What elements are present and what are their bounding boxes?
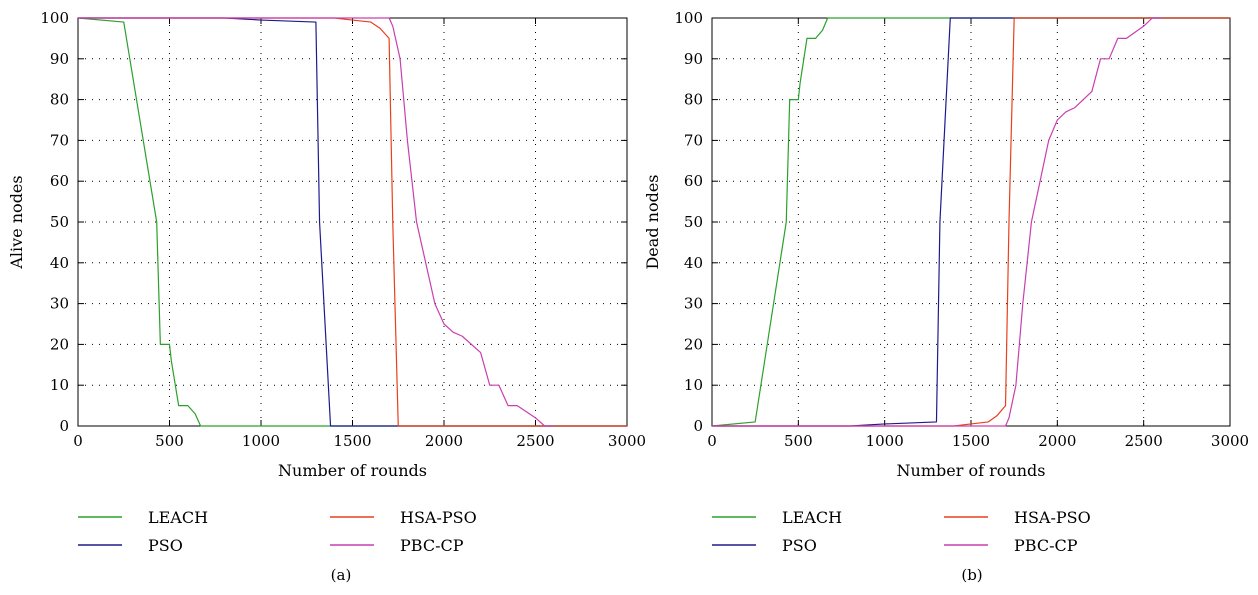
y-tick-label: 20 [50,335,69,353]
y-tick-label: 90 [684,50,703,68]
legend-label-hsa-pso: HSA-PSO [1014,508,1091,527]
x-axis-title: Number of rounds [897,461,1046,480]
x-tick-label: 1000 [866,432,904,450]
y-tick-label: 10 [50,376,69,394]
legend-label-pbc-cp: PBC-CP [400,536,464,555]
series-line-pbc-cp [712,17,1161,427]
legend-label-hsa-pso: HSA-PSO [400,508,477,527]
y-tick-label: 90 [50,50,69,68]
x-tick-label: 1500 [333,432,371,450]
x-tick-label: 3000 [1211,432,1249,450]
y-tick-label: 100 [40,9,69,27]
y-tick-label: 20 [684,335,703,353]
y-tick-label: 60 [50,172,69,190]
y-tick-label: 80 [684,91,703,109]
x-tick-label: 2000 [1038,432,1076,450]
panel-a: 0 500 1000 1500 2000 2500 3000 0 10 20 30 40 50 60 70 8… [7,9,646,584]
y-tick-label: 40 [50,254,69,272]
x-tick-label: 2500 [516,432,554,450]
y-tick-label: 50 [50,213,69,231]
series-line-hsa-pso [712,17,1230,427]
x-tick-label: 1500 [952,432,990,450]
y-tick-label: 30 [50,295,69,313]
panel-caption: (b) [961,566,982,584]
y-axis-title: Alive nodes [7,175,26,269]
panel-b: 0 500 1000 1500 2000 2500 3000 0 10 20 30 40 50 60 70 8… [643,9,1249,584]
series-line-pbc-cp [78,17,554,427]
legend-label-pso: PSO [782,536,817,555]
legend-label-leach: LEACH [148,508,208,527]
y-tick-label: 70 [684,131,703,149]
x-tick-label: 0 [73,432,83,450]
y-tick-label: 80 [50,91,69,109]
y-tick-label: 40 [684,254,703,272]
y-tick-label: 50 [684,213,703,231]
x-tick-label: 1000 [242,432,280,450]
panel-caption: (a) [331,566,352,584]
x-tick-label: 3000 [608,432,646,450]
legend-label-pso: PSO [148,536,183,555]
y-tick-label: 70 [50,131,69,149]
y-axis-title: Dead nodes [643,174,662,269]
series-line-leach [711,17,1230,427]
series-line-leach [77,17,627,427]
y-tick-label: 10 [684,376,703,394]
x-axis-title: Number of rounds [278,461,427,480]
y-tick-label: 0 [693,417,703,435]
x-tick-label: 500 [784,432,813,450]
x-tick-label: 2500 [1125,432,1163,450]
y-tick-label: 100 [674,9,703,27]
x-tick-label: 500 [155,432,184,450]
legend-label-leach: LEACH [782,508,842,527]
y-tick-label: 0 [59,417,69,435]
x-tick-label: 2000 [425,432,463,450]
legend-label-pbc-cp: PBC-CP [1014,536,1078,555]
x-tick-label: 0 [707,432,717,450]
y-tick-label: 30 [684,295,703,313]
series-line-hsa-pso [78,17,627,427]
y-tick-label: 60 [684,172,703,190]
